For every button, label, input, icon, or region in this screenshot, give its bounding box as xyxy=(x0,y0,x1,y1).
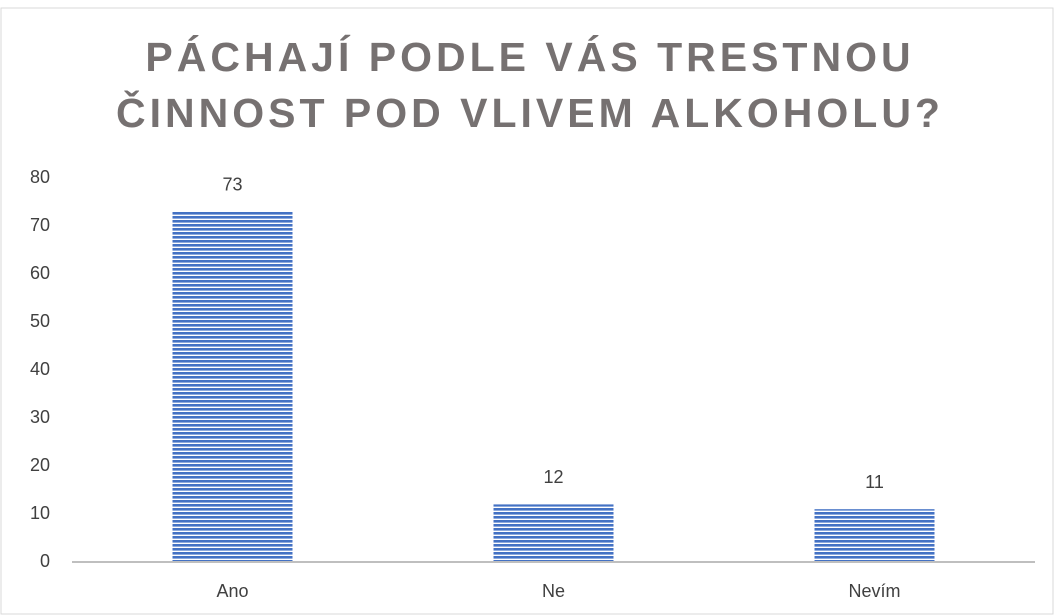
y-tick-label: 10 xyxy=(30,503,50,523)
x-tick-label: Nevím xyxy=(848,581,900,601)
page: PÁCHAJÍ PODLE VÁS TRESTNOU ČINNOST POD V… xyxy=(0,0,1055,615)
x-tick-label: Ne xyxy=(542,581,565,601)
data-label: 11 xyxy=(865,472,884,492)
x-tick-label: Ano xyxy=(216,581,248,601)
chart: PÁCHAJÍ PODLE VÁS TRESTNOU ČINNOST POD V… xyxy=(0,0,1055,615)
y-tick-label: 30 xyxy=(30,407,50,427)
data-label: 73 xyxy=(222,174,242,194)
bar xyxy=(815,509,935,562)
y-tick-label: 70 xyxy=(30,215,50,235)
y-tick-label: 0 xyxy=(40,551,50,571)
bar xyxy=(494,504,614,562)
y-tick-label: 60 xyxy=(30,263,50,283)
chart-title: PÁCHAJÍ PODLE VÁS TRESTNOU xyxy=(145,34,914,80)
y-tick-label: 80 xyxy=(30,167,50,187)
bar xyxy=(173,212,293,562)
chart-title: ČINNOST POD VLIVEM ALKOHOLU? xyxy=(116,90,944,136)
y-tick-label: 50 xyxy=(30,311,50,331)
data-label: 12 xyxy=(543,467,563,487)
y-tick-label: 40 xyxy=(30,359,50,379)
y-tick-label: 20 xyxy=(30,455,50,475)
